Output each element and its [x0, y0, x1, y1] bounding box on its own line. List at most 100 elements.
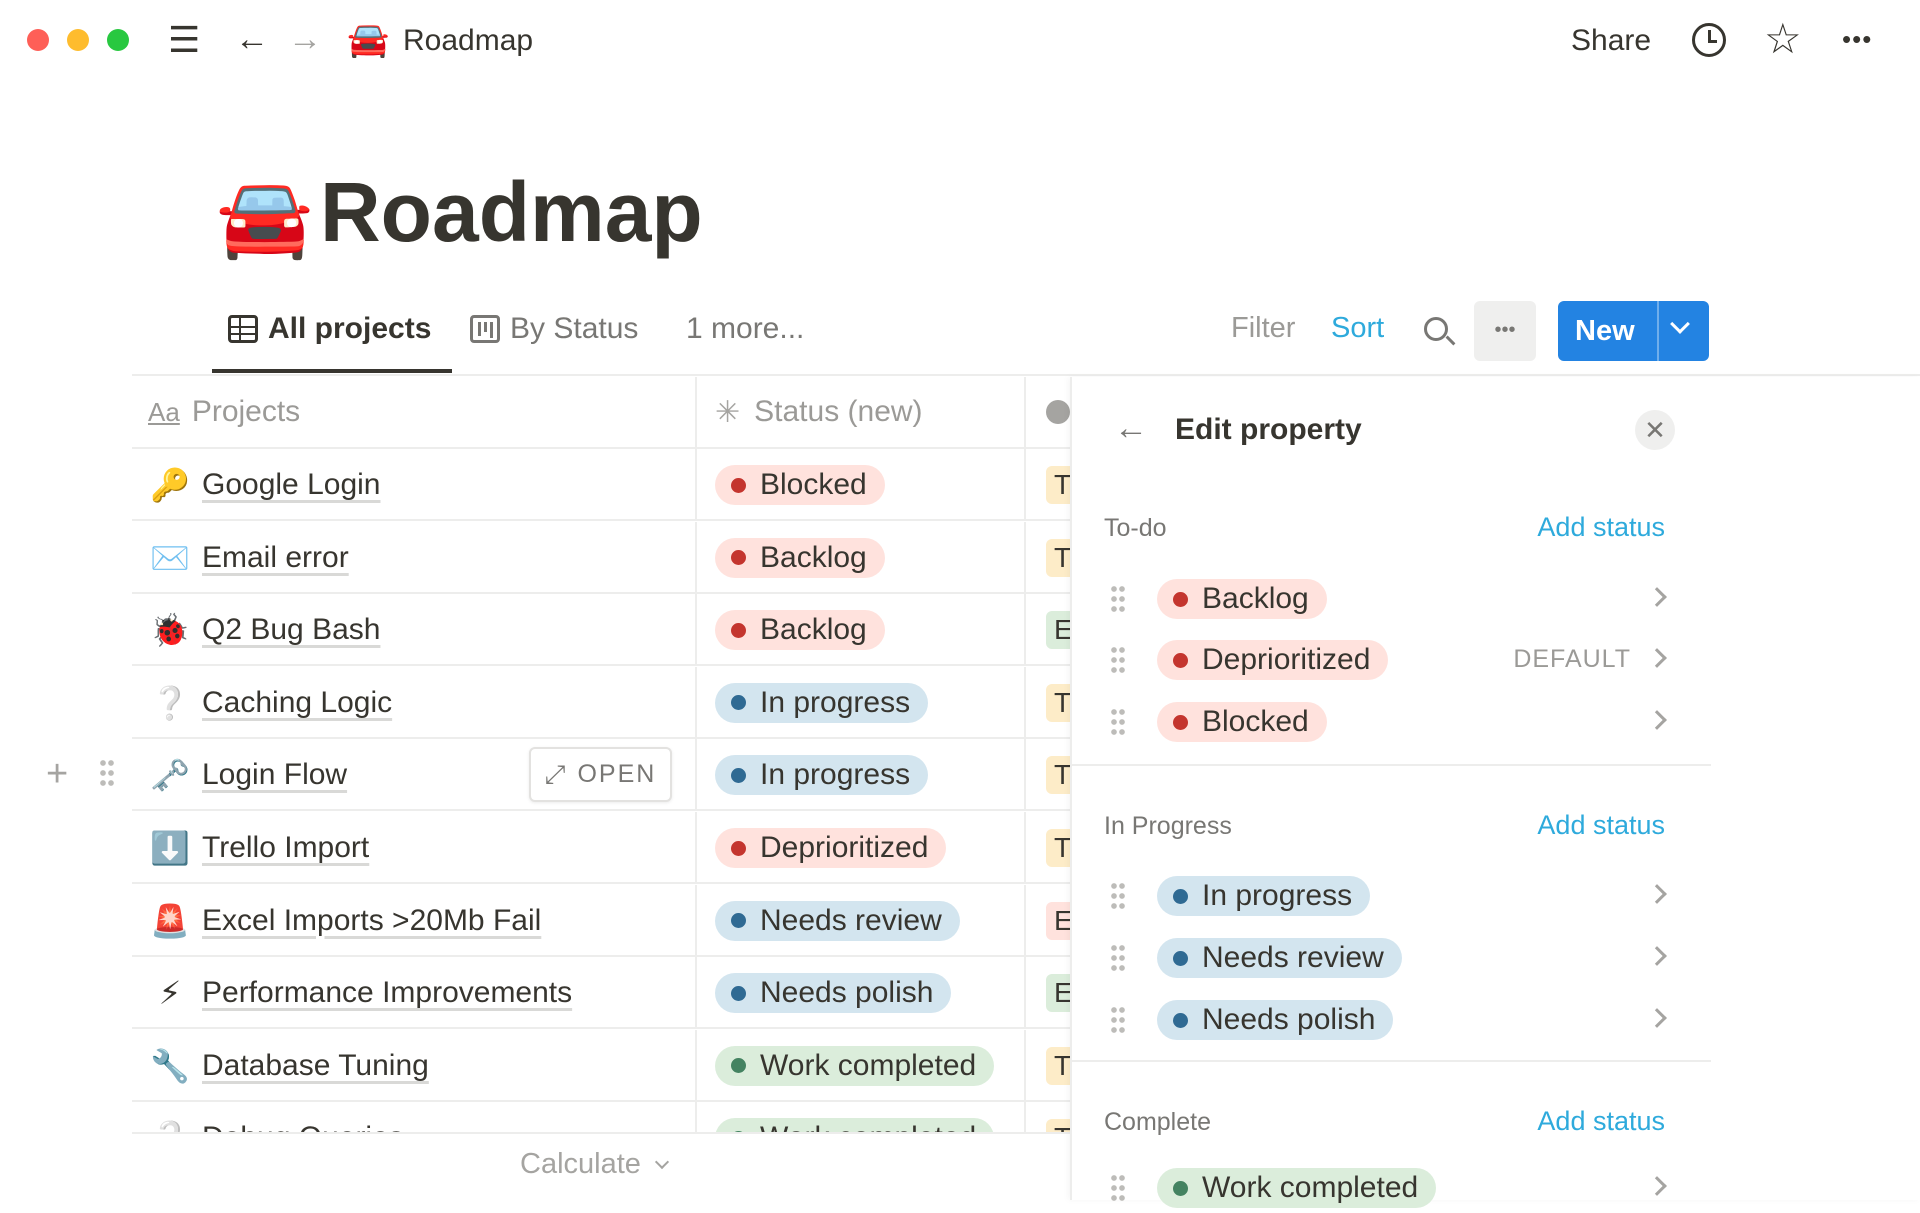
- add-status-button[interactable]: Add status: [1537, 512, 1665, 542]
- status-option[interactable]: Work completed: [1072, 1163, 1711, 1213]
- add-status-button[interactable]: Add status: [1537, 1106, 1665, 1136]
- project-cell[interactable]: ✉️ Email error: [132, 521, 697, 594]
- search-icon[interactable]: [1424, 317, 1456, 346]
- status-pill[interactable]: In progress: [1157, 876, 1371, 916]
- minimize-window-button[interactable]: [67, 29, 89, 51]
- priority-cell[interactable]: T: [1028, 449, 1070, 521]
- header-priority[interactable]: [1026, 377, 1070, 449]
- status-pill[interactable]: Blocked: [1157, 702, 1327, 742]
- table-row[interactable]: ❔ Caching Logic In progress T: [132, 666, 1070, 739]
- status-option[interactable]: Backlog: [1072, 574, 1711, 624]
- header-status[interactable]: ✳ Status (new): [697, 377, 1026, 449]
- status-cell[interactable]: Needs polish: [697, 957, 1026, 1030]
- priority-cell[interactable]: T: [1028, 812, 1070, 884]
- status-option[interactable]: In progress: [1072, 871, 1711, 921]
- sort-button[interactable]: Sort: [1331, 312, 1385, 344]
- status-cell[interactable]: Needs review: [697, 884, 1026, 957]
- status-pill[interactable]: Needs polish: [715, 973, 952, 1014]
- status-pill[interactable]: Needs review: [1157, 938, 1402, 978]
- status-cell[interactable]: Work completed: [697, 1102, 1026, 1133]
- project-cell[interactable]: 🐞 Q2 Bug Bash: [132, 594, 697, 667]
- project-name[interactable]: Login Flow: [202, 758, 348, 792]
- status-pill[interactable]: Work completed: [1157, 1168, 1437, 1208]
- calculate-button[interactable]: Calculate: [520, 1148, 670, 1181]
- add-status-button[interactable]: Add status: [1537, 810, 1665, 840]
- drag-handle-icon[interactable]: [1110, 707, 1126, 737]
- table-row[interactable]: ❔ Debug Queries Work completed T: [132, 1102, 1070, 1133]
- page-title[interactable]: Roadmap: [320, 165, 703, 259]
- project-name[interactable]: Debug Queries: [202, 1121, 404, 1133]
- project-cell[interactable]: 🔧 Database Tuning: [132, 1029, 697, 1102]
- tab-all-projects[interactable]: All projects: [228, 312, 431, 346]
- drag-handle-icon[interactable]: [1110, 881, 1126, 911]
- priority-cell[interactable]: E: [1028, 957, 1070, 1029]
- chevron-down-icon[interactable]: [1670, 314, 1690, 334]
- status-cell[interactable]: Work completed: [697, 1029, 1026, 1102]
- status-pill[interactable]: Work completed: [715, 1118, 995, 1133]
- priority-cell[interactable]: T: [1028, 1102, 1070, 1133]
- open-button[interactable]: ⤢ OPEN: [529, 747, 672, 802]
- project-name[interactable]: Performance Improvements: [202, 976, 573, 1010]
- close-window-button[interactable]: [27, 29, 49, 51]
- status-pill[interactable]: Work completed: [715, 1045, 995, 1086]
- status-pill[interactable]: Deprioritized: [715, 828, 947, 868]
- project-cell[interactable]: 🚨 Excel Imports >20Mb Fail: [132, 884, 697, 957]
- table-row[interactable]: 🐞 Q2 Bug Bash Backlog E: [132, 594, 1070, 667]
- filter-button[interactable]: Filter: [1231, 312, 1296, 344]
- project-cell[interactable]: ❔ Caching Logic: [132, 666, 697, 739]
- close-panel-button[interactable]: ✕: [1635, 410, 1675, 450]
- status-option[interactable]: Blocked: [1072, 697, 1711, 747]
- priority-cell[interactable]: E: [1028, 885, 1070, 957]
- project-cell[interactable]: ⬇️ Trello Import: [132, 812, 697, 884]
- project-name[interactable]: Trello Import: [202, 831, 370, 864]
- status-pill[interactable]: Needs polish: [1157, 1000, 1394, 1040]
- project-cell[interactable]: 🔑 Google Login: [132, 449, 697, 521]
- tab-by-status[interactable]: By Status: [470, 312, 638, 346]
- drag-handle-icon[interactable]: [1110, 645, 1126, 675]
- status-cell[interactable]: Backlog: [697, 594, 1026, 667]
- priority-cell[interactable]: T: [1028, 667, 1070, 739]
- priority-cell[interactable]: T: [1028, 1030, 1070, 1102]
- menu-icon[interactable]: ☰: [168, 19, 201, 60]
- back-icon[interactable]: ←: [1114, 409, 1148, 447]
- view-options-button[interactable]: •••: [1474, 301, 1536, 361]
- project-name[interactable]: Google Login: [202, 468, 381, 501]
- back-icon[interactable]: ←: [235, 20, 269, 58]
- status-pill[interactable]: Needs review: [715, 900, 960, 941]
- header-projects[interactable]: Aa Projects: [132, 377, 697, 449]
- status-pill[interactable]: Deprioritized: [1157, 640, 1389, 680]
- status-pill[interactable]: Backlog: [715, 610, 885, 651]
- project-name[interactable]: Database Tuning: [202, 1048, 429, 1082]
- more-views-button[interactable]: 1 more...: [686, 312, 805, 345]
- drag-handle-icon[interactable]: [1110, 943, 1126, 973]
- priority-cell[interactable]: E: [1028, 594, 1070, 666]
- history-icon[interactable]: [1692, 23, 1726, 57]
- table-row[interactable]: 🔧 Database Tuning Work completed T: [132, 1029, 1070, 1102]
- drag-handle-icon[interactable]: [1110, 1005, 1126, 1035]
- project-name[interactable]: Excel Imports >20Mb Fail: [202, 903, 542, 937]
- status-cell[interactable]: Backlog: [697, 521, 1026, 594]
- drag-handle-icon[interactable]: [99, 758, 115, 788]
- table-row[interactable]: ⚡ Performance Improvements Needs polish E: [132, 957, 1070, 1030]
- project-cell[interactable]: 🗝️ Login Flow: [132, 739, 697, 812]
- project-cell[interactable]: ⚡ Performance Improvements: [132, 957, 697, 1030]
- status-cell[interactable]: Blocked: [697, 449, 1026, 521]
- add-row-icon[interactable]: +: [46, 753, 69, 795]
- status-option[interactable]: Needs polish: [1072, 995, 1711, 1045]
- table-row[interactable]: 🚨 Excel Imports >20Mb Fail Needs review E: [132, 884, 1070, 957]
- priority-cell[interactable]: T: [1028, 522, 1070, 594]
- table-row[interactable]: ✉️ Email error Backlog T: [132, 521, 1070, 594]
- breadcrumb-title[interactable]: Roadmap: [403, 24, 534, 57]
- table-row[interactable]: 🗝️ Login Flow In progress T: [132, 739, 1070, 812]
- status-cell[interactable]: Deprioritized: [697, 812, 1026, 884]
- status-cell[interactable]: In progress: [697, 666, 1026, 739]
- status-pill[interactable]: Backlog: [715, 537, 885, 578]
- forward-icon[interactable]: →: [288, 20, 322, 58]
- project-name[interactable]: Caching Logic: [202, 685, 393, 719]
- status-option[interactable]: Needs review: [1072, 933, 1711, 983]
- drag-handle-icon[interactable]: [1110, 584, 1126, 614]
- maximize-window-button[interactable]: [107, 29, 129, 51]
- status-option[interactable]: Deprioritized DEFAULT: [1072, 635, 1711, 685]
- status-pill[interactable]: Backlog: [1157, 579, 1327, 619]
- project-cell[interactable]: ❔ Debug Queries: [132, 1102, 697, 1133]
